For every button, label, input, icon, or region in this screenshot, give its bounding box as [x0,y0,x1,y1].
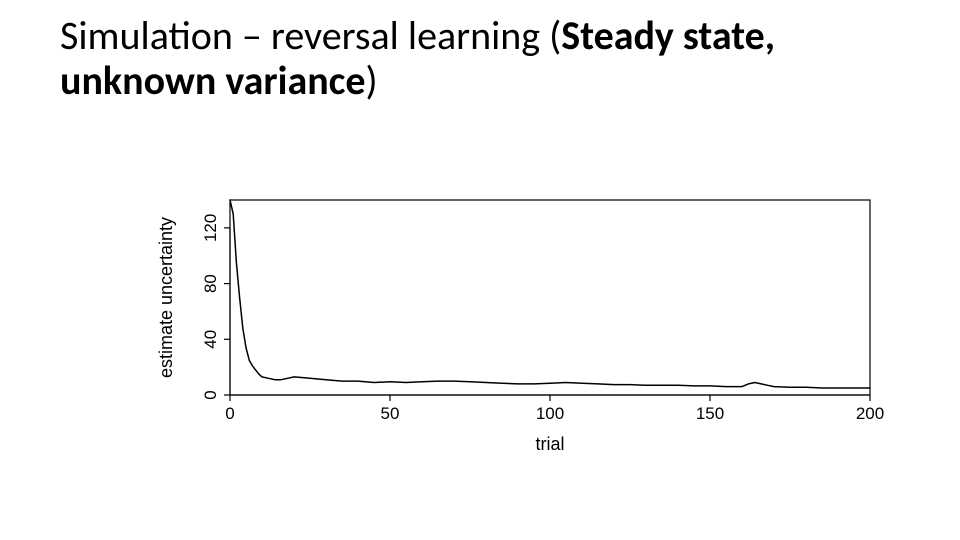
y-tick-label: 120 [201,214,220,242]
y-tick-label: 40 [201,330,220,349]
title-prefix: Simulation – reversal learning ( [60,11,561,60]
x-tick-label: 200 [856,404,884,423]
x-axis-label: trial [535,434,564,454]
y-tick-label: 0 [201,390,220,399]
y-axis-label: estimate uncertainty [156,217,176,378]
x-tick-label: 0 [225,404,234,423]
title-suffix: ) [366,56,378,105]
x-tick-label: 150 [696,404,724,423]
x-tick-label: 50 [381,404,400,423]
x-tick-label: 100 [536,404,564,423]
y-tick-label: 80 [201,274,220,293]
estimate-uncertainty-chart: 0 50 100 150 200 0 40 80 120 trial estimate uncert… [135,195,905,495]
plot-box [230,200,870,395]
slide-title: Simulation – reversal learning (Steady s… [60,14,900,104]
